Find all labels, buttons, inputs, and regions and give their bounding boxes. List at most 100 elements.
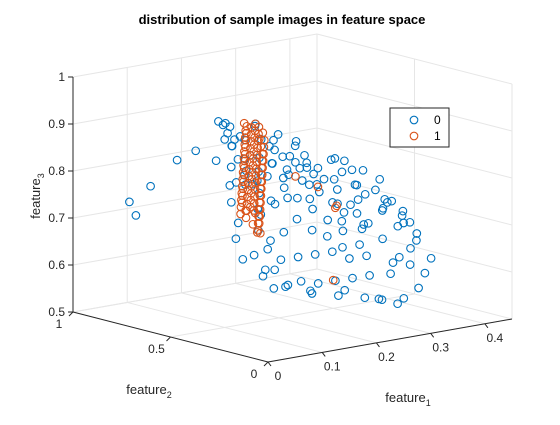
series-0-point	[296, 276, 306, 286]
series-1-point	[237, 198, 247, 208]
series-0-point	[313, 279, 323, 288]
series-0-point	[322, 231, 332, 241]
y-tick-mark	[263, 361, 269, 367]
series-1-point	[254, 204, 264, 214]
series-0-point	[146, 181, 155, 191]
series-0-point	[357, 224, 367, 234]
series-1-point	[256, 170, 266, 179]
series-0-point	[214, 117, 223, 126]
series-0-point	[386, 269, 395, 279]
series-0-point	[270, 265, 280, 275]
series-0-point	[293, 252, 303, 262]
series-1-point	[257, 163, 266, 173]
series-0-point	[363, 218, 373, 228]
series-0-point	[360, 189, 370, 199]
x-tick-label: 0.2	[378, 350, 395, 364]
series-0-point	[405, 260, 415, 269]
series-1-point	[328, 275, 338, 285]
series-0-point	[282, 165, 292, 174]
series-1-point	[240, 156, 250, 166]
series-0-point	[326, 155, 336, 165]
series-0-point	[360, 293, 370, 303]
series-0-point	[266, 236, 275, 245]
series-0-point	[295, 163, 305, 173]
series-0-point	[394, 252, 404, 262]
series-1-point	[238, 191, 247, 201]
series-0-point	[377, 295, 387, 305]
series-1-point	[332, 201, 341, 211]
x-tick-label: 0.3	[432, 340, 449, 354]
series-0-point	[276, 255, 286, 265]
series-1-point	[257, 156, 267, 166]
x-axis-line	[267, 318, 513, 363]
series-0-point	[269, 135, 278, 145]
series-0-point	[191, 146, 201, 156]
x-tick-mark	[430, 333, 435, 338]
x-tick-label: 0.4	[487, 331, 504, 345]
series-0-point	[314, 187, 324, 197]
series-0-point	[125, 197, 134, 207]
series-0-point	[225, 181, 235, 190]
series-0-point	[414, 283, 423, 293]
x-tick-mark	[321, 352, 326, 357]
series-0-point	[327, 247, 337, 257]
series-0-point	[265, 141, 274, 151]
series-0-point	[399, 218, 408, 228]
series-0-point	[283, 193, 292, 203]
series-1-point	[330, 203, 340, 213]
series-0-point	[300, 150, 309, 160]
series-0-point	[365, 271, 374, 280]
series-0-point	[290, 141, 300, 151]
x-tick-mark	[267, 361, 272, 367]
series-0-point	[378, 234, 387, 244]
series-0-point	[252, 176, 262, 186]
series-0-point	[346, 200, 355, 210]
series-0-point	[310, 250, 320, 259]
series-0-point	[172, 155, 182, 165]
y-tick-mark	[166, 336, 171, 342]
series-0-point	[371, 185, 380, 195]
grid	[72, 33, 513, 363]
series-1-point	[239, 170, 249, 180]
z-tick-label: 1	[58, 70, 65, 84]
series-0-point	[308, 204, 317, 214]
series-0-point	[340, 156, 349, 166]
series-0-point	[347, 165, 357, 175]
series-0-point	[420, 268, 430, 278]
series-0-point	[330, 154, 340, 163]
grid-line	[72, 268, 318, 313]
series-1-point	[255, 198, 264, 207]
series-1-point	[291, 172, 300, 181]
series-0-point	[307, 225, 317, 235]
y-tick-label: 0.5	[148, 342, 165, 356]
series-0-point	[263, 171, 272, 181]
series-0-point	[297, 176, 307, 185]
y-tick-label: 1	[56, 317, 63, 331]
series-0-point	[279, 183, 289, 193]
series-0-point	[352, 209, 362, 218]
series-0-point	[263, 244, 273, 254]
legend-label-1: 1	[434, 129, 441, 143]
series-1-point	[255, 228, 265, 238]
series-0-point	[279, 227, 289, 237]
legend-label-0: 0	[434, 113, 441, 127]
series-1-point	[253, 218, 263, 228]
series-0-point	[399, 293, 409, 303]
series-1-point	[239, 177, 248, 187]
y-axis-label: feature2	[126, 382, 172, 400]
z-tick-label: 0.9	[48, 117, 65, 131]
series-0-point	[270, 199, 280, 209]
series-0-point	[313, 163, 323, 173]
series-0-point	[353, 195, 363, 204]
x-tick-mark	[376, 342, 380, 348]
x-tick-mark	[484, 323, 489, 329]
x-tick-label: 0	[275, 369, 282, 383]
series-0-point	[378, 203, 388, 213]
series-0-point	[269, 284, 279, 293]
axes	[68, 76, 513, 367]
series-1-point	[241, 135, 251, 145]
series-0-point	[283, 280, 293, 290]
data-markers	[125, 117, 436, 309]
series-0-point	[226, 197, 236, 207]
